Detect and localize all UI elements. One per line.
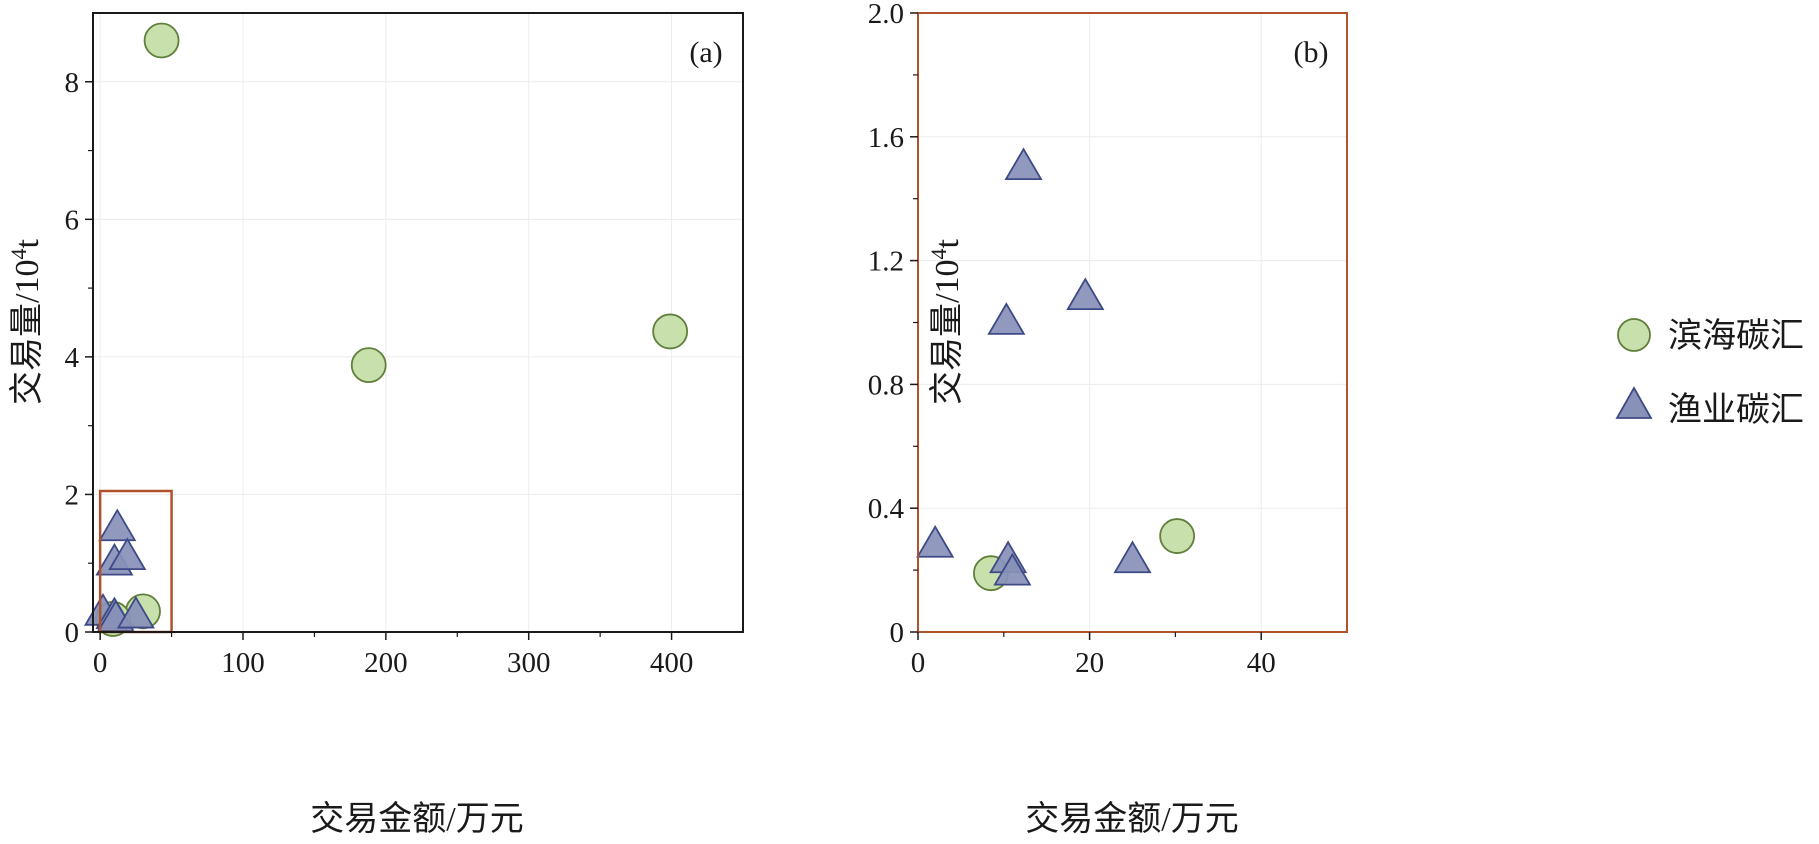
- panel-a-x-tick-label-4: 400: [650, 647, 694, 679]
- panel-b-fishery-point-6: [1113, 540, 1152, 574]
- panel-a-grid: [93, 13, 743, 633]
- panel-a-y-label-unit: t: [9, 239, 46, 249]
- panel-a-coastal-point-1: [350, 347, 387, 384]
- panel-b-y-tick-label-4: 1.6: [868, 122, 904, 154]
- panel-b-x-axis-label: 交易金额/万元: [1025, 800, 1238, 838]
- panel-a-y-tick-label-4: 8: [65, 67, 80, 99]
- panel-a-tag: (a): [689, 36, 722, 69]
- legend: 滨海碳汇 渔业碳汇: [1615, 317, 1804, 429]
- panel-a-x-tick-label-0: 0: [93, 647, 108, 679]
- panel-a-x-tick-label-1: 100: [221, 647, 265, 679]
- panel-a-marks: [83, 22, 689, 637]
- panel-b-y-tick-label-5: 2.0: [868, 0, 904, 30]
- panel-a-y-tick-label-0: 0: [65, 617, 80, 649]
- panel-a-y-axis-label: 交易量/104t: [6, 239, 46, 405]
- panel-a-coastal-point-2: [652, 313, 689, 350]
- panel-b-x-tick-label-1: 20: [1075, 647, 1104, 679]
- panel-a-ticks: 0 100 200 300 400 0 2 4 6 8: [65, 67, 694, 679]
- panel-b-frame: [917, 12, 1348, 633]
- panel-a-fishery-point-6: [116, 595, 155, 629]
- panel-b-tag: (b): [1294, 36, 1329, 69]
- legend-circle-marker: [1617, 318, 1651, 352]
- legend-label-fishery: 渔业碳汇: [1668, 391, 1804, 429]
- panel-a-fishery-point-3: [108, 537, 147, 571]
- panel-b-y-tick-label-3: 1.2: [868, 246, 904, 278]
- panel-b-coastal-point-1: [1159, 518, 1196, 554]
- panel-a-y-label-sup: 4: [6, 249, 31, 260]
- panel-a-x-axis-label: 交易金额/万元: [310, 800, 523, 838]
- panel-a-x-tick-label-3: 300: [507, 647, 551, 679]
- panel-a-x-tick-label-2: 200: [364, 647, 408, 679]
- panel-b-y-label-main: 交易量/10: [928, 260, 966, 405]
- panel-a-y-tick-label-3: 6: [65, 204, 80, 236]
- panel-b-fishery-point-0: [916, 524, 955, 558]
- panel-b-ticks: 0 20 40 0 0.4 0.8 1.2 1.6 2.0: [868, 0, 1276, 679]
- panel-b-fishery-point-3: [1066, 277, 1105, 311]
- panel-b-fishery-point-5: [993, 552, 1032, 586]
- panel-b-y-tick-label-2: 0.8: [868, 369, 904, 401]
- panel-b-fishery-point-2: [1004, 147, 1043, 181]
- panel-b-y-label-unit: t: [929, 239, 966, 249]
- panel-b-x-tick-label-2: 40: [1247, 647, 1276, 679]
- panel-a-fishery-point-2: [98, 508, 137, 542]
- panel-a-y-label-main: 交易量/10: [8, 260, 46, 405]
- legend-triangle-marker: [1615, 386, 1653, 419]
- panel-b-x-tick-label-0: 0: [911, 647, 926, 679]
- panel-a-y-tick-label-2: 4: [65, 342, 80, 374]
- panel-a-coastal-point-0: [143, 22, 180, 59]
- panel-b-fishery-point-1: [987, 302, 1026, 335]
- panel-b-marks: [916, 147, 1196, 592]
- panel-b-y-axis-label: 交易量/104t: [926, 239, 966, 405]
- panel-a-frame: [92, 12, 744, 633]
- legend-label-coastal: 滨海碳汇: [1668, 317, 1804, 355]
- panel-a-y-tick-label-1: 2: [65, 479, 80, 511]
- panel-b-y-tick-label-1: 0.4: [868, 493, 905, 525]
- panel-b-grid: [917, 12, 1347, 633]
- panel-b-chart: 0 20 40 0 0.4 0.8 1.2 1.6 2.0 (b) 交易金额/万元 交易量/10…: [868, 0, 1348, 838]
- panel-b-y-label-sup: 4: [926, 249, 951, 260]
- panel-b-y-tick-label-0: 0: [890, 617, 905, 649]
